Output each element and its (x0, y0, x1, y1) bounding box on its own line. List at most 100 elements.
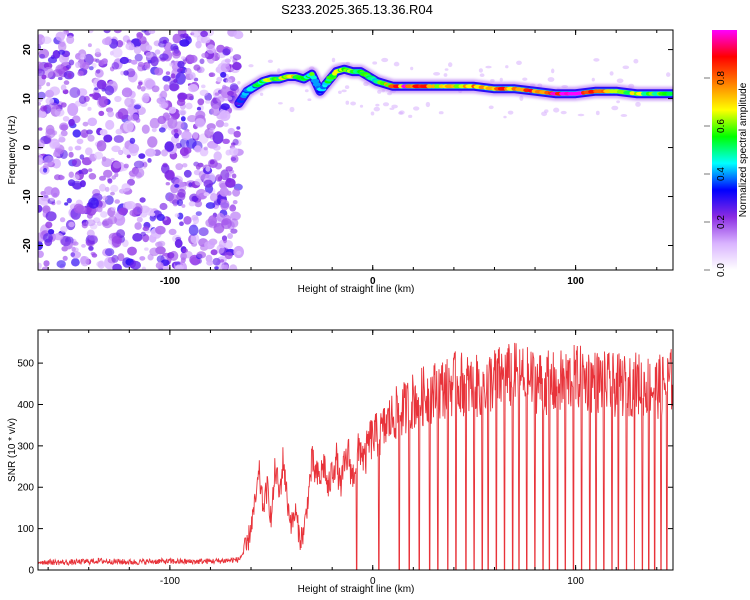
ridge-hotspot (666, 91, 673, 96)
noise-blob (338, 90, 342, 95)
noise-blob (205, 202, 216, 209)
noise-blob (182, 163, 188, 168)
noise-blob (147, 253, 154, 261)
noise-blob (425, 101, 431, 108)
noise-blob (202, 36, 211, 44)
noise-blob (103, 30, 111, 34)
noise-blob (147, 59, 152, 64)
noise-blob (85, 219, 96, 227)
noise-blob (169, 80, 179, 92)
noise-blob (112, 263, 122, 270)
noise-blob (58, 76, 63, 81)
noise-blob (225, 178, 236, 188)
noise-blob (193, 64, 201, 71)
spectrogram-ylabel: Frequency (Hz) (7, 116, 18, 185)
snr-plot-area (38, 330, 673, 570)
noise-blob (162, 112, 170, 121)
noise-blob (165, 182, 170, 186)
noise-blob (188, 84, 199, 93)
noise-blob (204, 240, 215, 250)
noise-blob (399, 110, 405, 115)
noise-blob (174, 132, 179, 139)
noise-blob (98, 96, 109, 108)
noise-blob (171, 49, 181, 59)
noise-blob (188, 182, 193, 187)
noise-blob (168, 106, 177, 114)
noise-blob (488, 105, 494, 110)
noise-blob (191, 195, 199, 202)
noise-blob (233, 130, 241, 138)
noise-blob (96, 206, 103, 213)
noise-blob (128, 143, 140, 154)
noise-blob (147, 158, 152, 163)
noise-blob (60, 124, 68, 131)
noise-blob (82, 121, 89, 127)
noise-blob (147, 136, 158, 148)
noise-blob (177, 92, 188, 101)
noise-blob (110, 157, 115, 162)
noise-blob (225, 78, 233, 84)
noise-blob (58, 41, 67, 52)
noise-blob (206, 260, 214, 266)
noise-blob (96, 221, 102, 226)
noise-blob (68, 59, 75, 66)
noise-blob (194, 200, 203, 208)
noise-blob (225, 166, 233, 172)
noise-blob (377, 89, 382, 94)
noise-blob (186, 138, 197, 149)
noise-blob (129, 137, 136, 144)
noise-blob (111, 235, 122, 248)
noise-blob (192, 216, 200, 225)
noise-blob (158, 41, 167, 48)
noise-blob (181, 204, 186, 208)
noise-blob (42, 207, 50, 214)
noise-blob (195, 164, 201, 170)
noise-blob (148, 30, 156, 34)
noise-blob (232, 188, 241, 197)
noise-blob (544, 109, 549, 113)
noise-blob (40, 193, 50, 202)
noise-blob (111, 145, 121, 153)
noise-blob (88, 30, 94, 34)
noise-blob (410, 66, 414, 71)
noise-blob (110, 184, 119, 193)
noise-blob (553, 107, 560, 113)
noise-blob (192, 131, 199, 139)
noise-blob (111, 175, 116, 180)
chart-title: S233.2025.365.13.36.R04 (281, 2, 433, 17)
noise-blob (38, 85, 42, 90)
noise-blob (88, 245, 94, 252)
noise-blob (144, 63, 151, 70)
noise-blob (104, 36, 112, 46)
spectrogram-xlabel: Height of straight line (km) (298, 284, 415, 295)
noise-blob (102, 195, 108, 201)
noise-blob (87, 235, 98, 245)
noise-blob (189, 72, 196, 80)
noise-blob (183, 169, 192, 178)
noise-blob (180, 116, 186, 122)
noise-blob (149, 212, 156, 217)
noise-blob (236, 126, 241, 130)
noise-blob (227, 127, 235, 135)
noise-blob (278, 102, 283, 105)
noise-blob (149, 214, 156, 222)
spectrogram-frame (37, 29, 674, 271)
y-tick-label: 100 (17, 524, 34, 535)
noise-blob (136, 216, 143, 223)
noise-blob (183, 216, 192, 225)
x-tick-label: 100 (567, 276, 584, 287)
noise-blob (123, 70, 129, 76)
noise-blob (350, 101, 356, 106)
noise-blob (141, 124, 150, 134)
noise-blob (220, 169, 230, 181)
noise-blob (218, 180, 227, 188)
noise-blob (138, 153, 146, 159)
noise-blob (216, 212, 225, 222)
noise-blob (66, 35, 75, 44)
noise-blob (63, 80, 70, 85)
noise-blob (224, 58, 231, 63)
noise-blob (50, 187, 60, 198)
noise-blob (72, 174, 80, 181)
noise-blob (87, 106, 92, 111)
noise-blob (67, 179, 76, 187)
